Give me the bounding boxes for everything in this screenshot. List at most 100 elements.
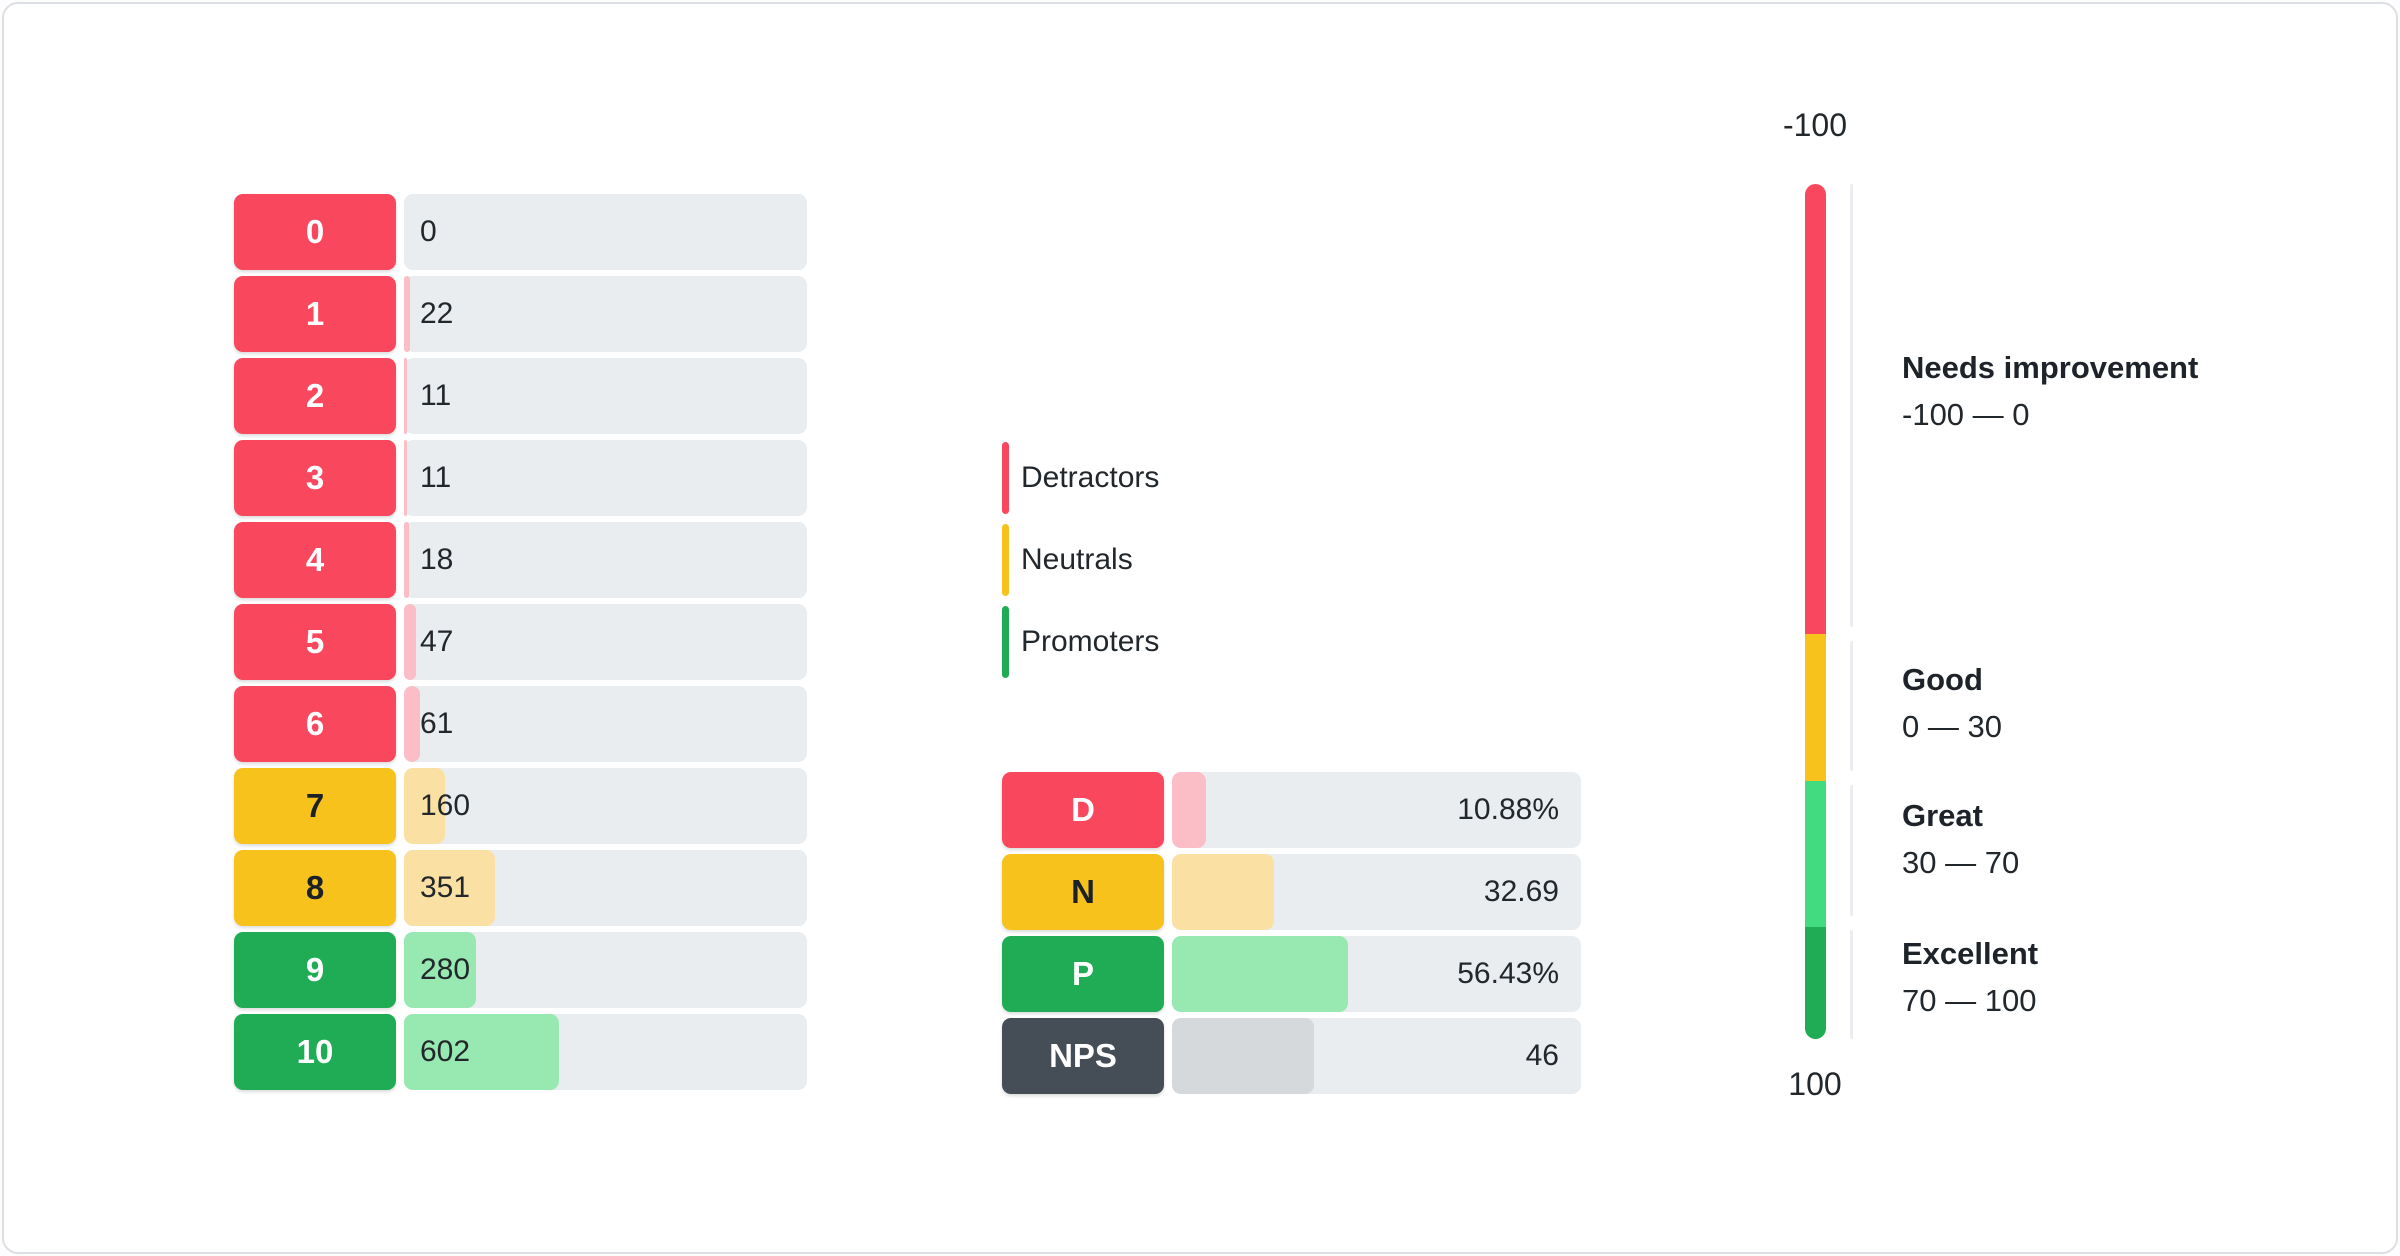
score-chip-8: 8 [234, 850, 396, 926]
score-row-2: 2 11 [234, 358, 807, 434]
score-track: 47 [404, 604, 807, 680]
zone-title: Great [1902, 798, 1983, 833]
summary-chip-n: N [1002, 854, 1164, 930]
summary-track: 46 [1172, 1018, 1581, 1094]
score-track: 0 [404, 194, 807, 270]
summary-fill [1172, 772, 1206, 848]
zone-range: -100 — 0 [1902, 397, 2030, 432]
zone-range: 0 — 30 [1902, 709, 2002, 744]
score-fill [404, 276, 410, 352]
summary-value: 46 [1525, 1039, 1559, 1072]
score-row-9: 9 280 [234, 932, 807, 1008]
score-value: 47 [420, 625, 454, 658]
gauge-divider-segment [1850, 785, 1853, 916]
summary-row-detractors: D 10.88% [1002, 772, 1581, 848]
score-row-5: 5 47 [234, 604, 807, 680]
score-fill [404, 850, 495, 926]
score-fill [404, 440, 407, 516]
score-row-0: 0 0 [234, 194, 807, 270]
score-value: 351 [420, 871, 471, 904]
gauge-zone-great [1805, 780, 1826, 927]
score-row-6: 6 61 [234, 686, 807, 762]
score-fill [404, 358, 407, 434]
gauge-zone-needs-improvement [1805, 184, 1826, 634]
gauge-zone-text-needs-improvement: Needs improvement -100 — 0 [1902, 346, 2362, 437]
gauge-zone-text-great: Great 30 — 70 [1902, 794, 2362, 885]
zone-title: Excellent [1902, 936, 2039, 971]
summary-track: 32.69 [1172, 854, 1581, 930]
score-chip-0: 0 [234, 194, 396, 270]
score-row-10: 10 602 [234, 1014, 807, 1090]
summary-fill [1172, 854, 1275, 930]
summary-row-promoters: P 56.43% [1002, 936, 1581, 1012]
score-row-3: 3 11 [234, 440, 807, 516]
score-track: 11 [404, 358, 807, 434]
zone-title: Needs improvement [1902, 350, 2199, 385]
legend-label: Neutrals [1021, 543, 1133, 576]
score-chip-1: 1 [234, 276, 396, 352]
gauge-divider-segment [1850, 184, 1853, 627]
legend-item-detractors: Detractors [1002, 442, 1302, 514]
score-track: 61 [404, 686, 807, 762]
legend-item-neutrals: Neutrals [1002, 524, 1302, 596]
score-fill [404, 604, 417, 680]
score-fill [404, 932, 477, 1008]
score-track: 280 [404, 932, 807, 1008]
score-chip-2: 2 [234, 358, 396, 434]
gauge-axis-label-bottom: 100 [1788, 1066, 1842, 1102]
score-fill [404, 768, 446, 844]
score-row-7: 7 160 [234, 768, 807, 844]
score-value: 11 [420, 461, 452, 494]
score-track: 18 [404, 522, 807, 598]
score-track: 11 [404, 440, 807, 516]
summary-track: 10.88% [1172, 772, 1581, 848]
score-value: 602 [420, 1035, 471, 1068]
summary-chip-d: D [1002, 772, 1164, 848]
promoters-swatch-icon [1002, 606, 1009, 678]
score-track: 22 [404, 276, 807, 352]
score-value: 0 [420, 215, 437, 248]
summary-row-nps: NPS 46 [1002, 1018, 1581, 1094]
score-chip-10: 10 [234, 1014, 396, 1090]
summary-chip-p: P [1002, 936, 1164, 1012]
score-chip-6: 6 [234, 686, 396, 762]
legend-item-promoters: Promoters [1002, 606, 1302, 678]
summary-chip-nps: NPS [1002, 1018, 1164, 1094]
zone-title: Good [1902, 662, 1983, 697]
summary-fill [1172, 936, 1349, 1012]
score-value: 160 [420, 789, 471, 822]
gauge-bar [1805, 184, 1826, 1039]
score-track: 351 [404, 850, 807, 926]
score-track: 160 [404, 768, 807, 844]
score-row-4: 4 18 [234, 522, 807, 598]
gauge-zone-text-good: Good 0 — 30 [1902, 658, 2362, 749]
score-fill [404, 686, 420, 762]
score-row-1: 1 22 [234, 276, 807, 352]
gauge-zone-text-excellent: Excellent 70 — 100 [1902, 932, 2362, 1023]
score-value: 11 [420, 379, 452, 412]
summary-value: 10.88% [1457, 793, 1559, 826]
score-chip-5: 5 [234, 604, 396, 680]
score-value: 22 [420, 297, 454, 330]
gauge-axis-label-top: -100 [1782, 107, 1848, 143]
score-chip-3: 3 [234, 440, 396, 516]
legend-label: Promoters [1021, 625, 1160, 658]
score-chip-9: 9 [234, 932, 396, 1008]
gauge-divider-segment [1850, 641, 1853, 771]
score-row-8: 8 351 [234, 850, 807, 926]
neutrals-swatch-icon [1002, 524, 1009, 596]
score-track: 602 [404, 1014, 807, 1090]
summary-value: 56.43% [1457, 957, 1559, 990]
detractors-swatch-icon [1002, 442, 1009, 514]
zone-range: 70 — 100 [1902, 983, 2037, 1018]
gauge-zone-good [1805, 633, 1826, 781]
gauge-divider-segment [1850, 930, 1853, 1039]
legend-label: Detractors [1021, 461, 1160, 494]
score-chip-4: 4 [234, 522, 396, 598]
score-fill [404, 1014, 560, 1090]
score-value: 18 [420, 543, 454, 576]
zone-range: 30 — 70 [1902, 845, 2020, 880]
score-chip-7: 7 [234, 768, 396, 844]
summary-track: 56.43% [1172, 936, 1581, 1012]
